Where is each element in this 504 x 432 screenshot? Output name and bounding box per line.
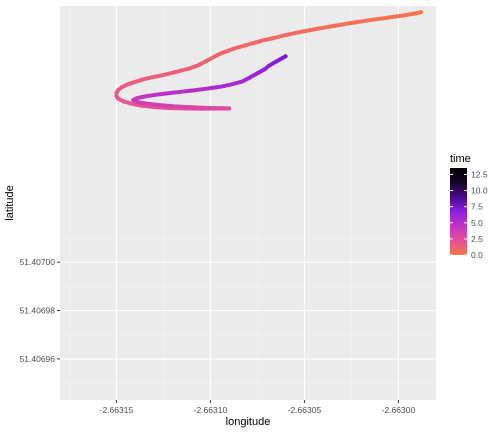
data-point bbox=[114, 90, 119, 96]
legend-label: 7.5 bbox=[471, 202, 483, 212]
x-tick-label: -2.66305 bbox=[288, 405, 322, 415]
y-axis-title: latitude bbox=[4, 185, 16, 220]
legend-ticks: 12.5 10.0 7.5 5.0 2.5 0.0 bbox=[450, 169, 488, 260]
legend: time 12.5 10.0 7.5 5.0 2.5 0.0 bbox=[450, 153, 488, 260]
legend-colorbar bbox=[450, 168, 467, 255]
legend-label: 5.0 bbox=[471, 218, 483, 228]
y-tick-label: 51.40696 bbox=[20, 354, 56, 364]
data-point bbox=[283, 54, 288, 59]
legend-label: 10.0 bbox=[471, 186, 488, 196]
plot-panel bbox=[60, 6, 436, 400]
legend-label: 12.5 bbox=[471, 169, 488, 179]
legend-title: time bbox=[450, 153, 471, 165]
data-points bbox=[114, 9, 424, 111]
x-axis-ticks: -2.66315 -2.66310 -2.66305 -2.66300 bbox=[100, 400, 416, 415]
legend-label: 2.5 bbox=[471, 234, 483, 244]
x-tick-label: -2.66315 bbox=[100, 405, 134, 415]
x-tick-label: -2.66300 bbox=[382, 405, 416, 415]
grid-major bbox=[60, 6, 436, 400]
y-tick-label: 51.40700 bbox=[20, 257, 56, 267]
x-tick-label: -2.66310 bbox=[194, 405, 228, 415]
y-tick-label: 51.40698 bbox=[20, 306, 56, 316]
y-axis-ticks: 51.40696 51.40698 51.40700 bbox=[20, 257, 60, 364]
legend-label: 0.0 bbox=[471, 250, 483, 260]
x-axis-title: longitude bbox=[226, 416, 271, 428]
